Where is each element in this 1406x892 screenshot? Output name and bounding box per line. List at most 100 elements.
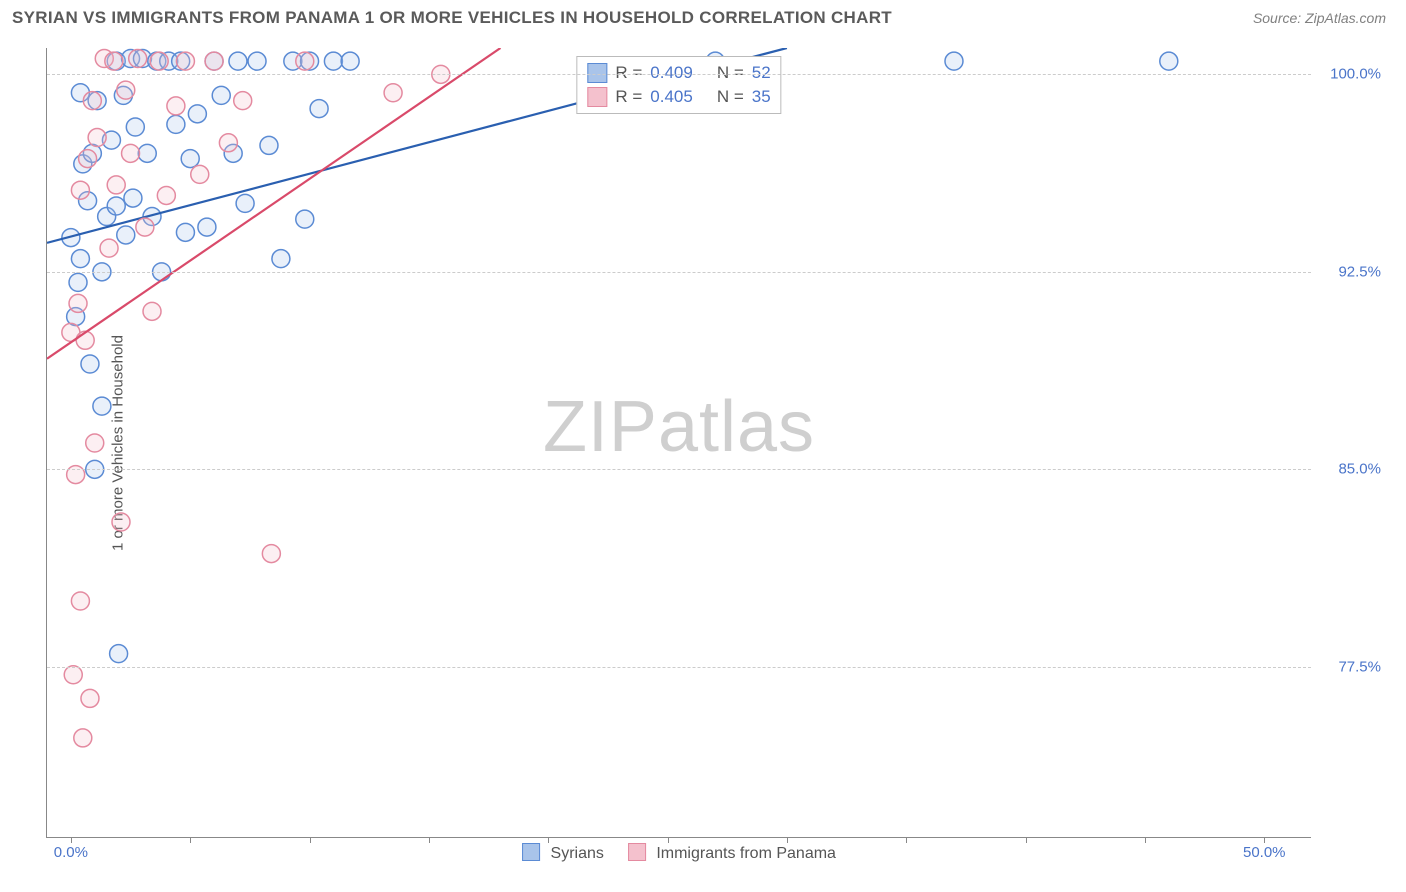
data-point <box>71 250 89 268</box>
x-tick <box>429 837 430 843</box>
data-point <box>112 513 130 531</box>
data-point <box>260 136 278 154</box>
data-point <box>945 52 963 70</box>
r-value: 0.405 <box>650 87 693 107</box>
data-point <box>126 118 144 136</box>
legend-swatch-icon <box>628 843 646 861</box>
x-tick <box>1026 837 1027 843</box>
legend-label: Syrians <box>551 845 604 862</box>
n-value: 52 <box>752 63 771 83</box>
x-tick <box>787 837 788 843</box>
data-point <box>129 50 147 68</box>
data-point <box>150 52 168 70</box>
data-point <box>88 129 106 147</box>
x-tick <box>71 837 72 843</box>
data-point <box>138 144 156 162</box>
x-tick <box>668 837 669 843</box>
legend-label: Immigrants from Panama <box>656 845 836 862</box>
gridline <box>47 272 1311 273</box>
data-point <box>107 176 125 194</box>
r-label: R = <box>615 87 642 107</box>
data-point <box>69 294 87 312</box>
gridline <box>47 667 1311 668</box>
data-point <box>296 52 314 70</box>
y-tick-label: 77.5% <box>1338 658 1381 675</box>
data-point <box>81 689 99 707</box>
data-point <box>212 86 230 104</box>
data-point <box>64 666 82 684</box>
data-point <box>81 355 99 373</box>
data-point <box>219 134 237 152</box>
scatter-svg <box>47 48 1312 838</box>
y-tick-label: 85.0% <box>1338 461 1381 478</box>
x-tick <box>1264 837 1265 843</box>
legend-swatch-icon <box>522 843 540 861</box>
data-point <box>117 81 135 99</box>
data-point <box>136 218 154 236</box>
data-point <box>83 92 101 110</box>
n-value: 35 <box>752 87 771 107</box>
n-label: N = <box>717 63 744 83</box>
data-point <box>93 397 111 415</box>
data-point <box>205 52 223 70</box>
data-point <box>67 466 85 484</box>
legend-row: R = 0.405 N = 35 <box>587 85 770 109</box>
data-point <box>71 592 89 610</box>
data-point <box>69 273 87 291</box>
correlation-legend: R = 0.409 N = 52 R = 0.405 N = 35 <box>576 56 781 114</box>
data-point <box>176 52 194 70</box>
chart: 1 or more Vehicles in Household ZIPatlas… <box>46 48 1386 838</box>
data-point <box>167 115 185 133</box>
r-label: R = <box>615 63 642 83</box>
header: SYRIAN VS IMMIGRANTS FROM PANAMA 1 OR MO… <box>0 0 1406 32</box>
y-tick-label: 100.0% <box>1330 66 1381 83</box>
data-point <box>110 645 128 663</box>
data-point <box>107 197 125 215</box>
series-legend: Syrians Immigrants from Panama <box>522 843 836 863</box>
data-point <box>1160 52 1178 70</box>
data-point <box>198 218 216 236</box>
r-value: 0.409 <box>650 63 693 83</box>
data-point <box>124 189 142 207</box>
data-point <box>76 331 94 349</box>
data-point <box>310 100 328 118</box>
legend-swatch-icon <box>587 63 607 83</box>
data-point <box>100 239 118 257</box>
data-point <box>105 52 123 70</box>
data-point <box>236 194 254 212</box>
chart-title: SYRIAN VS IMMIGRANTS FROM PANAMA 1 OR MO… <box>12 8 892 28</box>
source-label: Source: ZipAtlas.com <box>1253 10 1386 26</box>
data-point <box>324 52 342 70</box>
data-point <box>176 223 194 241</box>
x-tick <box>548 837 549 843</box>
data-point <box>341 52 359 70</box>
data-point <box>191 165 209 183</box>
data-point <box>157 186 175 204</box>
data-point <box>167 97 185 115</box>
data-point <box>188 105 206 123</box>
x-tick-label: 0.0% <box>54 844 88 861</box>
legend-row: R = 0.409 N = 52 <box>587 61 770 85</box>
gridline <box>47 74 1311 75</box>
legend-item: Syrians <box>522 843 604 863</box>
legend-swatch-icon <box>587 87 607 107</box>
data-point <box>143 302 161 320</box>
data-point <box>229 52 247 70</box>
data-point <box>384 84 402 102</box>
data-point <box>272 250 290 268</box>
data-point <box>296 210 314 228</box>
x-tick <box>310 837 311 843</box>
data-point <box>262 545 280 563</box>
data-point <box>117 226 135 244</box>
n-label: N = <box>717 87 744 107</box>
x-tick <box>906 837 907 843</box>
gridline <box>47 469 1311 470</box>
y-tick-label: 92.5% <box>1338 263 1381 280</box>
legend-item: Immigrants from Panama <box>628 843 836 863</box>
x-tick <box>1145 837 1146 843</box>
data-point <box>181 150 199 168</box>
data-point <box>74 729 92 747</box>
data-point <box>71 181 89 199</box>
x-tick-label: 50.0% <box>1243 844 1286 861</box>
x-tick <box>190 837 191 843</box>
